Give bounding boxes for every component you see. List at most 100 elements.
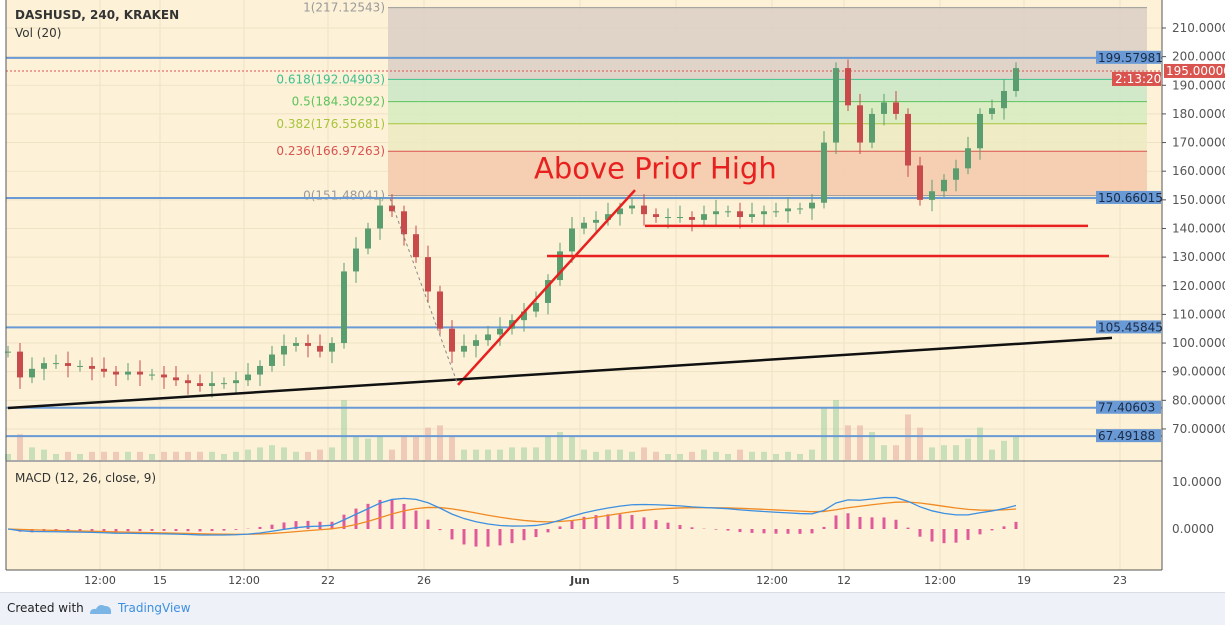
candle xyxy=(341,271,347,344)
candle xyxy=(701,214,707,220)
candle xyxy=(845,68,851,106)
x-tick-label: 12:00 xyxy=(228,574,260,587)
footer: Created with TradingView xyxy=(0,592,1225,625)
x-tick-label: Jun xyxy=(569,574,590,587)
last-price-badge xyxy=(1164,63,1225,78)
candle xyxy=(713,211,719,215)
candle xyxy=(17,351,23,378)
volume-bar xyxy=(893,445,899,460)
volume-bar xyxy=(101,451,107,460)
macd-line xyxy=(7,496,1017,536)
x-tick-label: 12:00 xyxy=(756,574,788,587)
volume-bar xyxy=(413,436,419,460)
volume-bar xyxy=(53,454,59,460)
symbol-title: DASHUSD, 240, KRAKEN xyxy=(15,8,180,22)
price-level-label: 77.40603 xyxy=(1098,401,1155,415)
price-level-badge xyxy=(1096,190,1161,204)
candle xyxy=(305,343,311,346)
candle xyxy=(1013,68,1019,92)
volume-bar xyxy=(329,447,335,460)
macd-y-tick-label: 0.0000 xyxy=(1172,522,1214,536)
x-tick-label: 12:00 xyxy=(84,574,116,587)
volume-bar xyxy=(677,454,683,460)
candle xyxy=(317,345,323,352)
price-level-label: 199.57981 xyxy=(1098,51,1163,65)
volume-legend[interactable]: Vol (20) xyxy=(15,26,62,40)
candle xyxy=(149,374,155,376)
candle xyxy=(53,363,59,365)
volume-bar xyxy=(869,432,875,460)
fib-zone xyxy=(388,123,1147,152)
candle xyxy=(269,354,275,366)
candle xyxy=(581,222,587,229)
y-tick-label: 130.00000 xyxy=(1172,250,1225,264)
black-trendline xyxy=(7,336,1113,410)
volume-bar xyxy=(725,454,731,460)
volume-bar xyxy=(353,436,359,460)
candle xyxy=(689,217,695,220)
candle xyxy=(173,377,179,381)
volume-bar xyxy=(317,449,323,460)
y-tick-label: 170.00000 xyxy=(1172,136,1225,150)
candle xyxy=(413,234,419,258)
candle xyxy=(941,179,947,192)
x-tick-label: 12:00 xyxy=(924,574,956,587)
candle xyxy=(221,383,227,385)
candle xyxy=(425,257,431,292)
candle xyxy=(977,113,983,149)
price-level-label: 67.49188 xyxy=(1098,429,1155,443)
candle xyxy=(593,219,599,223)
volume-bar xyxy=(425,427,431,460)
candle xyxy=(113,371,119,375)
volume-bar xyxy=(521,447,527,460)
volume-bar xyxy=(941,445,947,460)
price-level-badge xyxy=(1096,50,1161,64)
x-tick-label: 26 xyxy=(417,574,431,587)
candle xyxy=(473,340,479,346)
volume-bar xyxy=(593,451,599,460)
candle xyxy=(257,365,263,375)
red-trendline xyxy=(457,189,636,386)
candle xyxy=(485,334,491,341)
candle xyxy=(521,311,527,321)
volume-bar xyxy=(641,447,647,460)
volume-bar xyxy=(149,454,155,460)
y-tick-label: 90.00000 xyxy=(1172,365,1225,379)
volume-bar xyxy=(161,451,167,460)
volume-bar xyxy=(77,454,83,460)
macd-legend[interactable]: MACD (12, 26, close, 9) xyxy=(15,471,157,485)
volume-bar xyxy=(29,447,35,460)
volume-bar xyxy=(113,451,119,460)
candle xyxy=(929,191,935,200)
fib-level-label: 0.5(184.30292) xyxy=(292,95,385,109)
candle xyxy=(377,205,383,229)
volume-bar xyxy=(581,449,587,460)
fib-zone xyxy=(388,79,1147,102)
candle xyxy=(497,328,503,335)
candle xyxy=(101,368,107,372)
volume-bar xyxy=(473,449,479,460)
price-level-badge xyxy=(1096,429,1161,443)
x-tick-label: 12 xyxy=(837,574,851,587)
volume-bar xyxy=(221,454,227,460)
volume-bar xyxy=(977,427,983,460)
volume-bar xyxy=(41,449,47,460)
candle xyxy=(353,248,359,272)
volume-bar xyxy=(665,454,671,460)
fib-level-label: 1(217.12543) xyxy=(303,1,385,15)
tradingview-link[interactable]: TradingView xyxy=(118,601,191,615)
fib-level-label: 0(151.48041) xyxy=(303,189,385,203)
candle xyxy=(893,102,899,114)
candle xyxy=(557,251,563,281)
chart-canvas[interactable]: 1(217.12543) 0.618(192.04903) 0.5(184.3029… xyxy=(0,0,1225,592)
volume-bar xyxy=(245,449,251,460)
volume-bar xyxy=(497,449,503,460)
candle xyxy=(833,68,839,143)
y-tick-label: 150.00000 xyxy=(1172,193,1225,207)
y-tick-label: 110.00000 xyxy=(1172,307,1225,321)
volume-bar xyxy=(125,451,131,460)
volume-bar xyxy=(5,454,11,460)
volume-bar xyxy=(857,425,863,460)
volume-bar xyxy=(545,436,551,460)
